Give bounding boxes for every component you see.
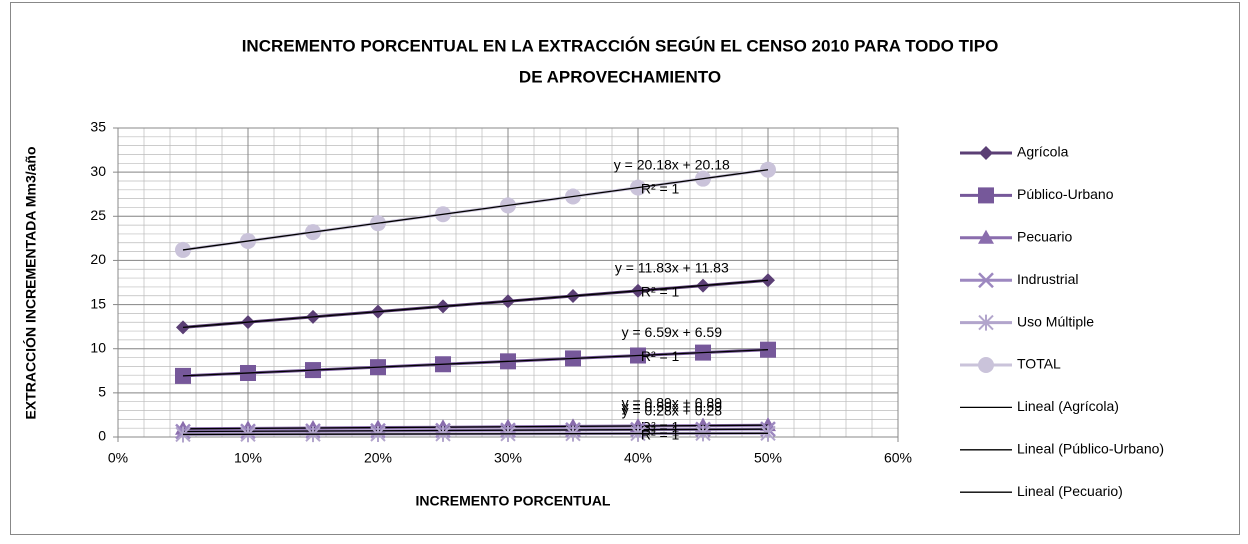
trendline-equation: y = 0.89x + 0.89: [622, 395, 723, 411]
y-tick-label: 25: [90, 207, 106, 223]
y-tick-label: 5: [98, 384, 106, 400]
marker: [978, 229, 994, 244]
trendline-equation: y = 0.28x + 0.28: [622, 402, 723, 418]
legend-label: Indrustrial: [1017, 271, 1078, 287]
trendline-equation: y = 6.59x + 6.59: [622, 324, 723, 340]
legend-label: Lineal (Agrícola): [1017, 398, 1119, 414]
x-tick-label: 20%: [364, 450, 392, 466]
y-axis-title: EXTRACCIÓN INCREMENTADA Mm3/año: [22, 146, 39, 419]
legend-label: Uso Múltiple: [1017, 313, 1094, 329]
trendline-equation: y = 0.59x + 0.59: [622, 398, 723, 414]
legend-label: Agrícola: [1017, 144, 1069, 160]
trendline: [182, 424, 769, 430]
trendline: [182, 428, 769, 433]
marker: [978, 187, 994, 204]
y-tick-label: 15: [90, 295, 106, 311]
x-tick-label: 30%: [494, 450, 522, 466]
legend-label: Lineal (Pecuario): [1017, 483, 1123, 499]
trendline-r2: R² = 1: [641, 180, 680, 196]
chart-border: [10, 2, 1240, 535]
x-tick-label: 40%: [624, 450, 652, 466]
y-tick-label: 0: [98, 428, 106, 444]
trendline-equation: y = 11.83x + 11.83: [615, 260, 729, 276]
legend-label: Lineal (Público-Urbano): [1017, 441, 1164, 457]
chart-title: INCREMENTO PORCENTUAL EN LA EXTRACCIÓN S…: [242, 36, 999, 55]
y-tick-label: 35: [90, 119, 106, 135]
x-tick-label: 0%: [108, 450, 128, 466]
trendline: [182, 279, 769, 328]
marker: [978, 314, 994, 331]
trendline: [182, 349, 769, 377]
marker: [978, 272, 994, 289]
y-tick-label: 10: [90, 339, 106, 355]
trendline-equation: y = 20.18x + 20.18: [614, 156, 730, 172]
marker: [978, 357, 994, 373]
y-tick-label: 30: [90, 163, 106, 179]
x-axis-title: INCREMENTO PORCENTUAL: [416, 493, 611, 509]
legend-label: Público-Urbano: [1017, 186, 1114, 202]
marker: [979, 146, 993, 160]
x-tick-label: 60%: [884, 450, 912, 466]
legend-label: Pecuario: [1017, 229, 1072, 245]
trendline-r2: R² = 1: [641, 284, 680, 300]
trendline-r2: R² = 1: [641, 348, 680, 364]
marker: [175, 426, 191, 443]
x-tick-label: 10%: [234, 450, 262, 466]
chart-title: DE APROVECHAMIENTO: [519, 67, 721, 86]
legend-label: TOTAL: [1017, 356, 1061, 372]
trendline-r2: R² = 1: [641, 426, 680, 442]
trendline: [182, 432, 769, 436]
trendline: [182, 169, 769, 251]
y-tick-label: 20: [90, 251, 106, 267]
x-tick-label: 50%: [754, 450, 782, 466]
